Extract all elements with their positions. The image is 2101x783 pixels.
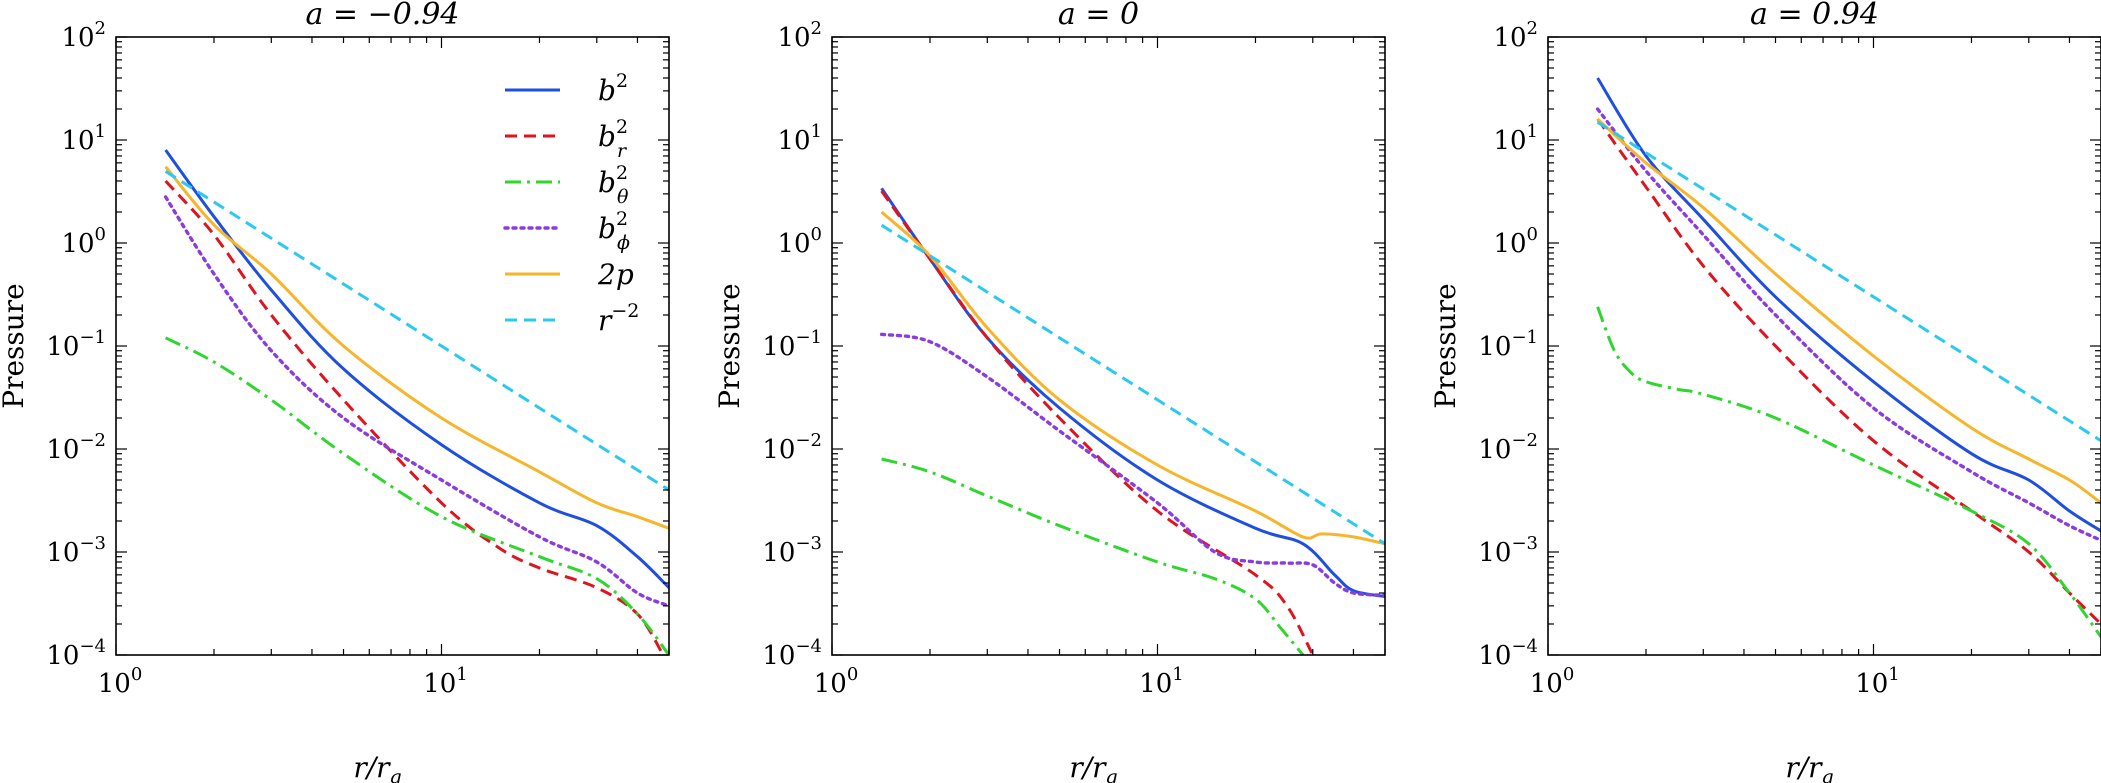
y-tick-label: 102 [1493,18,1538,53]
x-tick-label: 100 [1530,664,1575,699]
series-group [879,187,1385,655]
series-line-b2 [164,149,669,589]
series-line-bph2 [879,332,1385,597]
y-tick-label: 101 [1493,121,1538,156]
axes-frame [1547,36,2101,656]
series-line-bph2 [163,195,669,608]
panel-2: a = 0 10−4 10−3 10−2 10−1 100 101 102 100 101 r/rg… [713,0,1386,783]
panel-3: a = 0.94 10−4 10−3 10−2 10−1 100 101 102 100 101 r… [1429,0,2101,783]
ticks [831,36,1386,656]
legend-item-b2: b2 [505,70,628,107]
axes-frame [831,36,1386,656]
y-tick-label: 100 [61,224,106,259]
legend-label: b2 [598,70,628,107]
y-tick-label: 10−4 [762,636,822,671]
series-line-br2 [1596,118,2101,626]
y-tick-label: 10−3 [46,533,106,568]
series-line-p2 [880,210,1385,546]
y-axis-label: Pressure [1429,283,1462,409]
series-line-b2 [880,187,1385,598]
x-tick-label: 100 [814,664,859,699]
y-tick-label: 10−4 [46,636,106,671]
y-tick-label: 10−2 [46,430,106,465]
legend-label: b2 r [598,116,628,162]
panel-1: a = −0.94 10−4 10−3 10−2 10−1 100 101 102 100 101… [0,0,670,783]
legend-label: 2p [597,258,634,291]
y-tick-label: 101 [777,121,822,156]
series-line-b2 [1596,77,2101,533]
series-line-bth2 [1596,306,2101,638]
y-tick-label: 10−2 [762,430,822,465]
y-tick-label: 10−1 [762,327,822,362]
series-line-rm2 [164,170,669,492]
panel-title: a = 0.94 [1750,0,1879,32]
legend-label: b2 θ [598,162,629,208]
legend: b2 b2 rb2 θb2 ϕ 2p r−2 [503,70,639,337]
x-tick-label: 100 [98,664,143,699]
series-line-rm2 [880,223,1385,546]
legend-item-bth2: b2 θ [505,162,629,208]
series-line-bth2 [881,457,1305,655]
x-axis-label: r/rg [1785,751,1833,783]
series-line-rm2 [1596,120,2101,443]
legend-item-rm2: r−2 [505,300,639,337]
y-tick-label: 101 [61,121,106,156]
legend-item-bph2: b2 ϕ [503,208,630,254]
legend-item-p2: 2p [505,258,634,291]
x-tick-label: 101 [423,664,468,699]
y-tick-label: 10−3 [1478,533,1538,568]
series-group [1595,77,2101,638]
y-axis-label: Pressure [713,283,746,409]
axes-frame [115,36,670,656]
legend-item-br2: b2 r [505,116,628,162]
y-tick-label: 100 [1493,224,1538,259]
x-tick-label: 101 [1855,664,1900,699]
y-tick-label: 10−2 [1478,430,1538,465]
y-tick-label: 102 [777,18,822,53]
series-line-br2 [880,190,1315,655]
legend-label: b2 ϕ [598,208,630,254]
legend-label: r−2 [598,300,639,337]
ticks [115,36,670,656]
y-tick-label: 100 [777,224,822,259]
series-line-br2 [164,180,665,655]
x-axis-label: r/rg [1069,751,1117,783]
series-line-bph2 [1595,107,2101,542]
y-tick-label: 102 [61,18,106,53]
panel-title: a = −0.94 [305,0,459,32]
x-axis-label: r/rg [353,751,401,783]
ticks [1547,36,2101,656]
y-tick-label: 10−1 [46,327,106,362]
series-group [163,149,669,655]
panel-title: a = 0 [1058,0,1139,32]
y-axis-label: Pressure [0,283,30,409]
y-tick-label: 10−4 [1478,636,1538,671]
y-tick-label: 10−3 [762,533,822,568]
y-tick-label: 10−1 [1478,327,1538,362]
series-line-bth2 [164,336,669,655]
series-line-p2 [164,165,669,530]
series-line-p2 [1596,117,2101,505]
x-tick-label: 101 [1139,664,1184,699]
